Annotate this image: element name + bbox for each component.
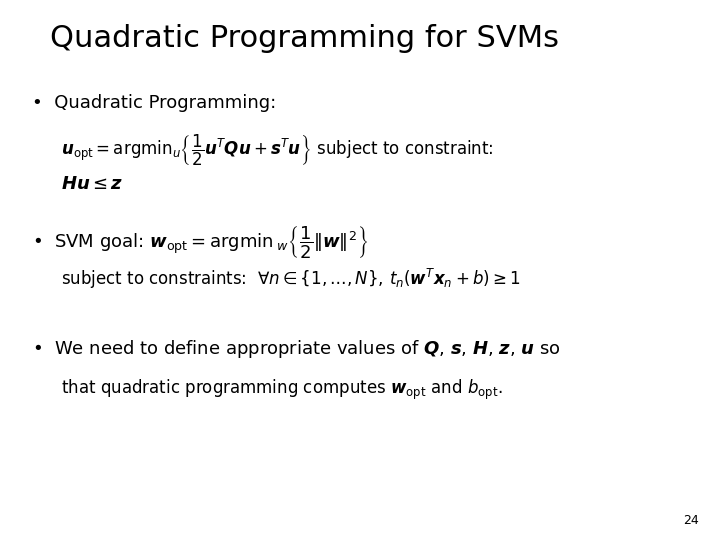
- Text: •  Quadratic Programming:: • Quadratic Programming:: [32, 94, 276, 112]
- Text: $\boldsymbol{Hu} \leq \boldsymbol{z}$: $\boldsymbol{Hu} \leq \boldsymbol{z}$: [61, 175, 124, 193]
- Text: •  SVM goal: $\boldsymbol{w}_{\mathrm{opt}} = \mathrm{argmin}_{\;w} \left\{\dfra: • SVM goal: $\boldsymbol{w}_{\mathrm{opt…: [32, 224, 369, 260]
- Text: 24: 24: [683, 514, 698, 526]
- Text: subject to constraints:  $\forall n \in \{1, \ldots, N\},\, t_n(\boldsymbol{w}^T: subject to constraints: $\forall n \in \…: [61, 267, 521, 292]
- Text: that quadratic programming computes $\boldsymbol{w}_{\mathrm{opt}}$ and $b_{\mat: that quadratic programming computes $\bo…: [61, 378, 503, 402]
- Text: $\boldsymbol{u}_{\mathrm{opt}} = \mathrm{argmin}_{u} \left\{\dfrac{1}{2}\boldsym: $\boldsymbol{u}_{\mathrm{opt}} = \mathrm…: [61, 132, 494, 167]
- Text: Quadratic Programming for SVMs: Quadratic Programming for SVMs: [50, 24, 559, 53]
- Text: •  We need to define appropriate values of $\boldsymbol{Q}$, $\boldsymbol{s}$, $: • We need to define appropriate values o…: [32, 338, 561, 360]
